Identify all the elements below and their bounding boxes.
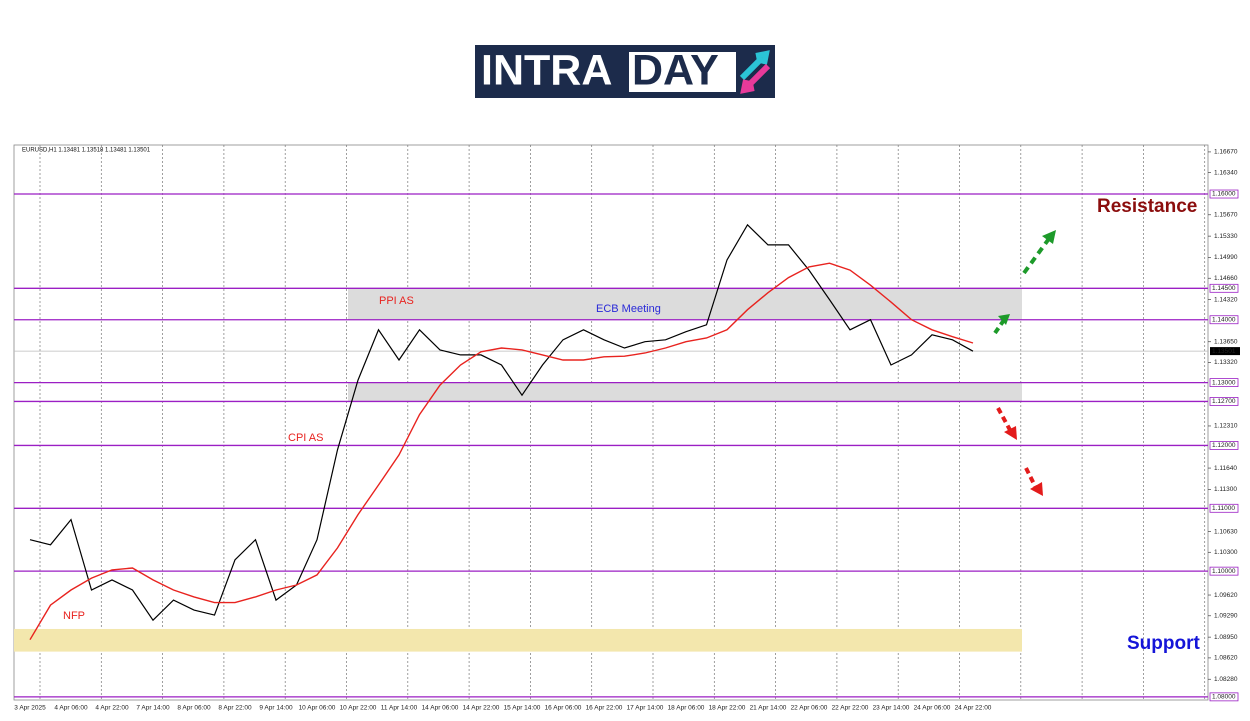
y-tick-label: 1.14660 xyxy=(1214,275,1238,282)
x-tick-label: 4 Apr 22:00 xyxy=(95,705,129,712)
logo-arrow xyxy=(739,50,770,81)
y-tick-label: 1.13320 xyxy=(1214,359,1238,366)
y-tick-label: 1.15330 xyxy=(1214,233,1238,240)
arrow-down xyxy=(1024,467,1038,489)
arrow-head xyxy=(1042,230,1056,244)
annotation: NFP xyxy=(63,610,85,622)
price-line xyxy=(29,223,974,622)
annotation: ECB Meeting xyxy=(596,303,661,315)
y-tick-label: 1.16670 xyxy=(1214,149,1238,156)
level-label-box xyxy=(1209,283,1239,293)
x-tick-label: 21 Apr 14:00 xyxy=(750,705,787,712)
x-tick-label: 4 Apr 06:00 xyxy=(54,705,88,712)
x-tick-label: 17 Apr 14:00 xyxy=(627,705,664,712)
level-label-box xyxy=(1209,692,1239,702)
x-tick-label: 10 Apr 22:00 xyxy=(340,705,377,712)
x-tick-label: 8 Apr 22:00 xyxy=(218,705,252,712)
arrow-up xyxy=(993,318,1006,335)
y-tick-label: 1.09620 xyxy=(1214,592,1238,599)
zone xyxy=(348,288,1022,320)
x-tick-label: 7 Apr 14:00 xyxy=(136,705,170,712)
logo-text: DAY xyxy=(632,46,719,94)
annotation: PPI AS xyxy=(379,295,414,307)
level-label-box xyxy=(1209,189,1239,199)
x-tick-label: 14 Apr 06:00 xyxy=(422,705,459,712)
scenario-arrows xyxy=(993,230,1056,496)
y-tick-label: 1.08280 xyxy=(1214,676,1238,683)
logo-inner-box xyxy=(629,52,736,92)
level-label: 1.14000 xyxy=(1212,316,1236,323)
arrow-head xyxy=(1004,426,1017,440)
level-label: 1.11000 xyxy=(1212,505,1235,512)
x-tick-label: 24 Apr 22:00 xyxy=(955,705,992,712)
plot-frame xyxy=(13,144,1209,701)
level-label: 1.10000 xyxy=(1212,568,1236,575)
arrow-up xyxy=(1022,238,1050,275)
x-tick-label: 9 Apr 14:00 xyxy=(259,705,293,712)
arrow-head xyxy=(998,314,1010,325)
y-tick-label: 1.11300 xyxy=(1214,486,1237,493)
resistance-label: Resistance xyxy=(1097,196,1197,217)
annotation: CPI AS xyxy=(288,432,323,444)
arrow-head xyxy=(1030,482,1043,496)
x-tick-label: 16 Apr 22:00 xyxy=(586,705,623,712)
level-label-box xyxy=(1209,441,1239,450)
y-tick-label: 1.14320 xyxy=(1214,296,1238,303)
x-tick-label: 18 Apr 06:00 xyxy=(668,705,705,712)
logo-text: INTRA xyxy=(481,46,612,94)
zone xyxy=(14,628,1022,652)
x-tick-label: 22 Apr 22:00 xyxy=(832,705,869,712)
zone xyxy=(348,382,1022,402)
x-tick-label: 3 Apr 2025 xyxy=(14,705,46,712)
x-tick-label: 8 Apr 06:00 xyxy=(177,705,211,712)
y-tick-label: 1.08620 xyxy=(1214,655,1238,662)
level-label-box xyxy=(1209,378,1239,387)
x-tick-label: 14 Apr 22:00 xyxy=(463,705,500,712)
level-label: 1.13000 xyxy=(1212,379,1236,386)
x-tick-label: 15 Apr 14:00 xyxy=(504,705,541,712)
last-price-box xyxy=(1210,347,1240,356)
level-label: 1.08000 xyxy=(1212,694,1236,701)
x-tick-label: 10 Apr 06:00 xyxy=(299,705,336,712)
y-tick-label: 1.12310 xyxy=(1214,423,1238,430)
level-label: 1.12000 xyxy=(1212,442,1236,449)
x-tick-label: 22 Apr 06:00 xyxy=(791,705,828,712)
y-tick-label: 1.13650 xyxy=(1214,338,1238,345)
y-tick-label: 1.10630 xyxy=(1214,528,1238,535)
y-tick-label: 1.09290 xyxy=(1214,612,1238,619)
y-tick-label: 1.14990 xyxy=(1214,254,1238,261)
y-tick-label: 1.15670 xyxy=(1214,211,1238,218)
x-tick-label: 23 Apr 14:00 xyxy=(873,705,910,712)
logo-arrow xyxy=(740,63,771,94)
level-label-box xyxy=(1209,397,1239,406)
last-price-label: 1.13501 xyxy=(1212,348,1236,355)
x-tick-label: 11 Apr 14:00 xyxy=(381,705,418,712)
level-label-box xyxy=(1209,566,1239,576)
logo: INTRA DAY xyxy=(475,45,775,98)
level-label-box xyxy=(1209,503,1239,513)
arrow-down xyxy=(996,407,1012,431)
chart-info: EURUSD,H1 1.13481 1.13518 1.13481 1.1350… xyxy=(22,148,151,154)
y-tick-label: 1.08950 xyxy=(1214,634,1238,641)
support-label: Support xyxy=(1127,633,1200,654)
x-tick-label: 24 Apr 06:00 xyxy=(914,705,951,712)
level-label: 1.12700 xyxy=(1212,398,1236,405)
x-tick-label: 18 Apr 22:00 xyxy=(709,705,746,712)
y-tick-label: 1.16340 xyxy=(1214,169,1238,176)
level-label-box xyxy=(1209,315,1239,325)
level-label: 1.16000 xyxy=(1212,191,1236,198)
level-label: 1.14500 xyxy=(1212,285,1236,292)
y-tick-label: 1.10300 xyxy=(1214,549,1238,556)
y-tick-label: 1.11640 xyxy=(1214,465,1237,472)
x-tick-label: 16 Apr 06:00 xyxy=(545,705,582,712)
ma-line xyxy=(29,262,974,641)
